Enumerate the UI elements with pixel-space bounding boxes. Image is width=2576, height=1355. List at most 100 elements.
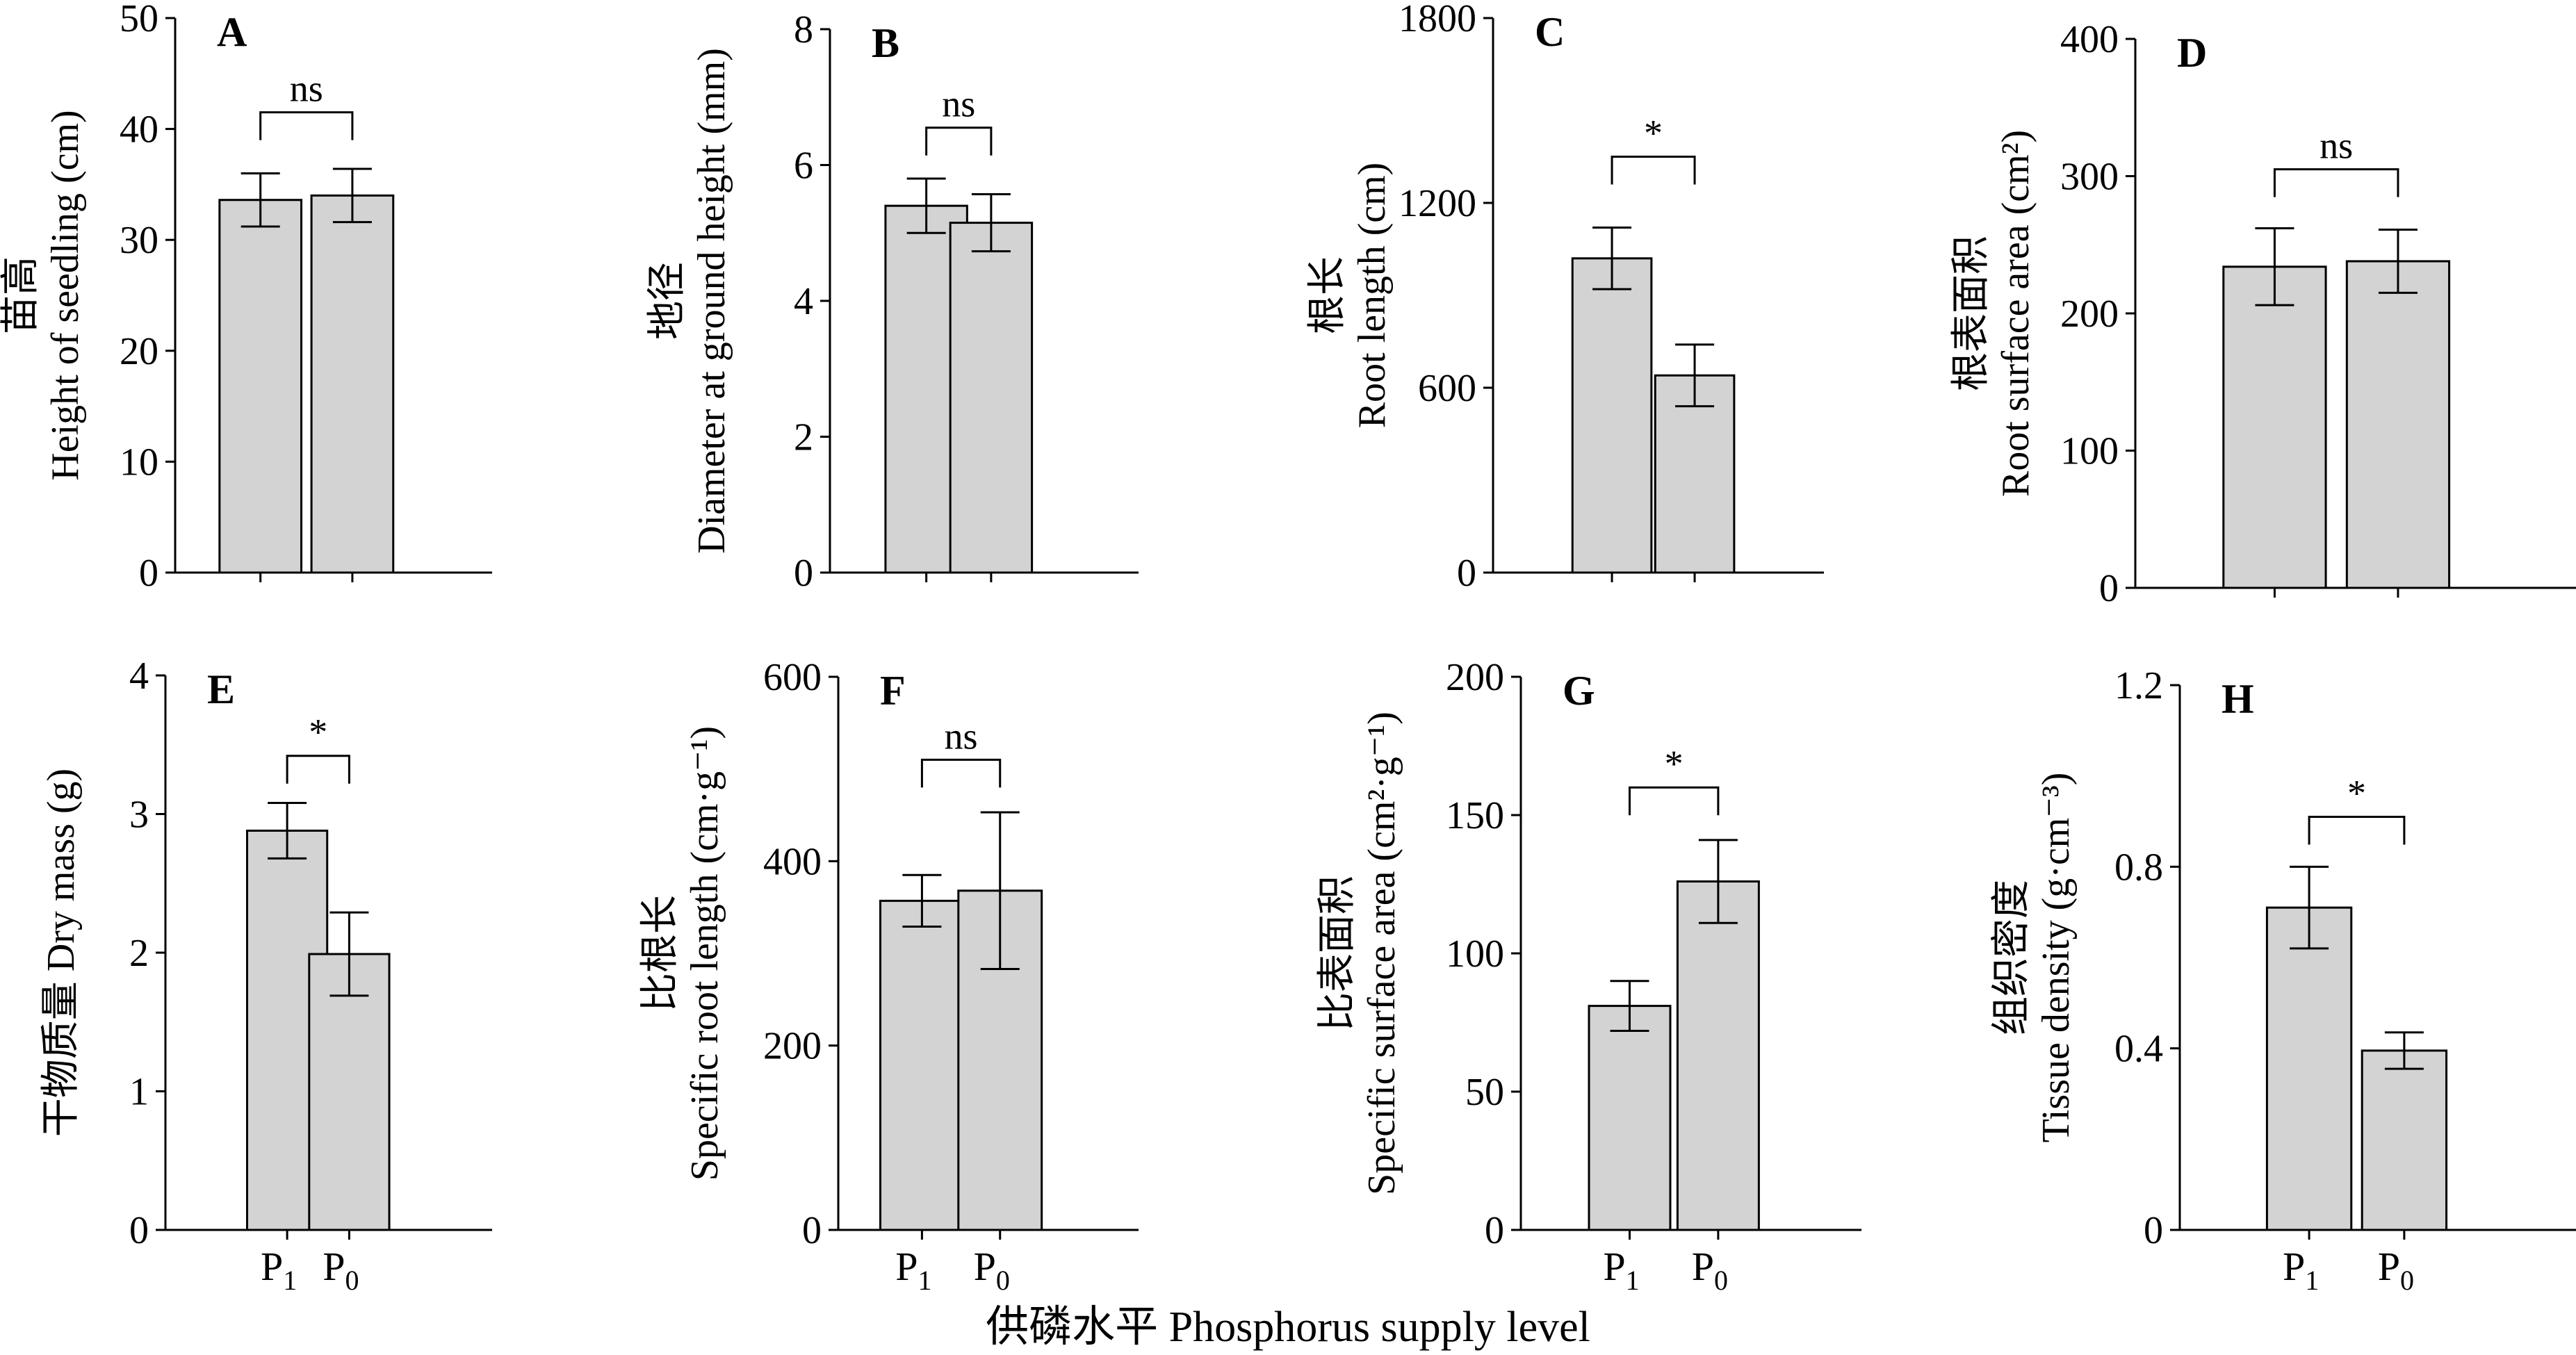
category-main: P bbox=[261, 1244, 283, 1289]
y-tick-label: 1 bbox=[129, 1071, 149, 1114]
y-tick-label: 0 bbox=[1485, 1209, 1504, 1252]
x-tick-label: P0 bbox=[1692, 1244, 1728, 1296]
y-tick-label: 30 bbox=[120, 219, 158, 262]
x-tick-label: P0 bbox=[323, 1244, 359, 1296]
category-sub: 0 bbox=[345, 1265, 359, 1296]
y-tick-label: 0 bbox=[2144, 1209, 2163, 1252]
y-axis-label: Specific root length (cm·g⁻¹) bbox=[683, 726, 726, 1181]
y-tick-label: 1.2 bbox=[2114, 664, 2163, 707]
category-main: P bbox=[1603, 1244, 1625, 1289]
y-axis-label: 根表面积 bbox=[1950, 236, 1993, 391]
significance-bracket bbox=[259, 111, 354, 140]
x-tick-label: P1 bbox=[895, 1244, 931, 1296]
category-main: P bbox=[974, 1244, 996, 1289]
bar bbox=[1676, 880, 1760, 1231]
category-main: P bbox=[1692, 1244, 1714, 1289]
y-tick-label: 4 bbox=[794, 280, 813, 323]
y-tick-label: 200 bbox=[1446, 656, 1504, 699]
y-tick-label: 0 bbox=[794, 552, 813, 595]
panel-g: 0 50 100 150 200 G 比表面积 Specific surface area (… bbox=[1316, 656, 1861, 1296]
bar bbox=[1571, 257, 1653, 574]
y-tick-label: 1200 bbox=[1399, 182, 1476, 225]
category-sub: 1 bbox=[1626, 1265, 1640, 1296]
panel-d: 0 100 200 300 400 D 根表面积 Root surface area (cm²… bbox=[1950, 18, 2576, 610]
significance-bracket bbox=[920, 758, 1002, 788]
panel-letter: B bbox=[872, 20, 899, 66]
x-tick-label: P1 bbox=[2283, 1244, 2319, 1296]
significance-bracket bbox=[2273, 168, 2399, 197]
y-axis-label: Diameter at ground height (mm) bbox=[690, 48, 733, 554]
y-axis-label: Tissue density (g·cm⁻³) bbox=[2035, 773, 2078, 1143]
category-sub: 0 bbox=[1714, 1265, 1728, 1296]
bar bbox=[218, 199, 303, 574]
y-tick-label: 20 bbox=[120, 330, 158, 373]
y-tick-label: 1800 bbox=[1399, 0, 1476, 40]
x-tick-label: P0 bbox=[2378, 1244, 2414, 1296]
y-tick-label: 0 bbox=[139, 552, 158, 595]
y-tick-label: 3 bbox=[129, 794, 149, 837]
significance-bracket bbox=[1628, 786, 1720, 816]
y-tick-label: 400 bbox=[763, 840, 822, 883]
panel-a: 0 10 20 30 40 50 A 苗高 Height of seedling (cm) ns bbox=[0, 0, 492, 595]
y-axis-label: Root surface area (cm²) bbox=[1994, 130, 2037, 497]
y-axis-label: Root length (cm) bbox=[1351, 163, 1394, 429]
y-tick-label: 2 bbox=[794, 416, 813, 459]
bar bbox=[2222, 265, 2327, 589]
significance-label: * bbox=[309, 712, 327, 753]
x-tick-label: P1 bbox=[1603, 1244, 1639, 1296]
y-tick-label: 10 bbox=[120, 441, 158, 484]
y-tick-label: 0 bbox=[129, 1209, 149, 1252]
bar bbox=[949, 222, 1034, 574]
bar bbox=[879, 899, 965, 1231]
panel-letter: E bbox=[207, 666, 235, 712]
category-main: P bbox=[2283, 1244, 2305, 1289]
bar bbox=[2345, 260, 2451, 589]
y-axis-label: 根长 bbox=[1306, 256, 1349, 334]
category-sub: 0 bbox=[2400, 1265, 2414, 1296]
significance-label: ns bbox=[2320, 125, 2353, 167]
y-tick-label: 200 bbox=[2060, 293, 2119, 336]
y-tick-label: 200 bbox=[763, 1025, 822, 1068]
panel-letter: C bbox=[1535, 9, 1565, 55]
x-tick-label: P0 bbox=[974, 1244, 1010, 1296]
panel-letter: A bbox=[217, 9, 247, 55]
y-tick-label: 0 bbox=[1457, 552, 1476, 595]
panel-letter: D bbox=[2177, 30, 2207, 76]
category-sub: 1 bbox=[918, 1265, 932, 1296]
bar bbox=[310, 194, 395, 574]
y-tick-label: 50 bbox=[120, 0, 158, 40]
y-tick-label: 0 bbox=[802, 1209, 822, 1252]
significance-label: * bbox=[2347, 772, 2366, 814]
y-axis-label: 比根长 bbox=[639, 895, 682, 1012]
bar bbox=[1588, 1005, 1672, 1231]
panel-b: 0 2 4 6 8 B 地径 Diameter at ground height (mm) ns bbox=[646, 8, 1139, 595]
y-tick-label: 2 bbox=[129, 932, 149, 975]
y-tick-label: 0.4 bbox=[2114, 1028, 2163, 1071]
significance-label: * bbox=[1644, 113, 1663, 154]
category-main: P bbox=[895, 1244, 918, 1289]
x-tick-label: P1 bbox=[261, 1244, 297, 1296]
bar bbox=[308, 953, 391, 1231]
y-tick-label: 300 bbox=[2060, 156, 2119, 199]
y-tick-label: 600 bbox=[763, 656, 822, 699]
y-tick-label: 0 bbox=[2099, 567, 2119, 610]
y-axis-label: 地径 bbox=[646, 262, 689, 340]
y-tick-label: 150 bbox=[1446, 794, 1504, 837]
panel-f: 0 200 400 600 F 比根长 Specific root length (cm·g… bbox=[639, 656, 1139, 1296]
significance-label: ns bbox=[945, 715, 978, 757]
category-main: P bbox=[2378, 1244, 2400, 1289]
significance-label: * bbox=[1665, 743, 1684, 785]
y-tick-label: 4 bbox=[129, 655, 149, 698]
significance-label: ns bbox=[942, 83, 975, 125]
panel-c: 0 600 1200 1800 C 根长 Root length (cm) * bbox=[1306, 0, 1824, 595]
bar bbox=[2361, 1049, 2448, 1231]
category-main: P bbox=[323, 1244, 345, 1289]
x-axis-label: 供磷水平 Phosphorus supply level bbox=[986, 1304, 1590, 1351]
y-tick-label: 100 bbox=[2060, 430, 2119, 473]
y-tick-label: 6 bbox=[794, 145, 813, 188]
